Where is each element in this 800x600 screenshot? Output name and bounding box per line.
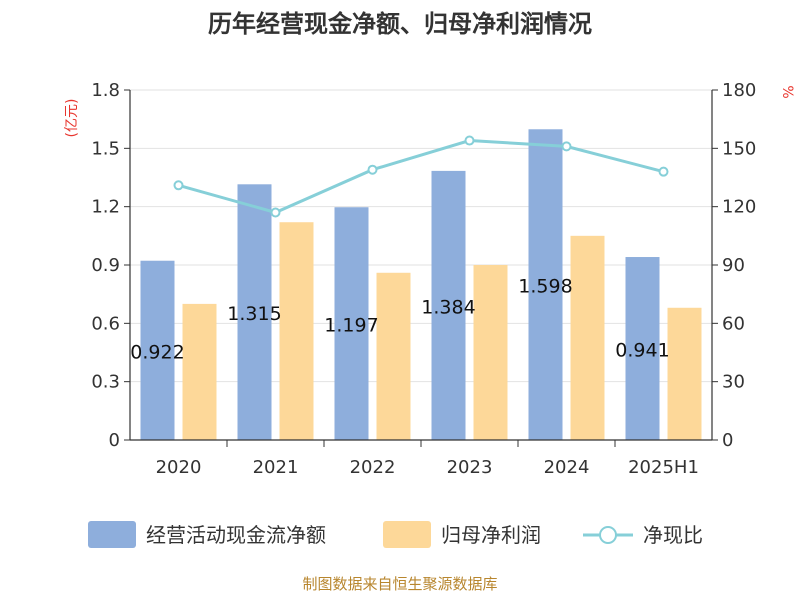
left-tick-label: 1.5 [91,138,120,159]
bars [140,129,702,440]
bar-label-cash: 0.941 [615,340,669,362]
legend-label-profit: 归母净利润 [441,523,541,547]
bar-profit [376,272,411,440]
legend-swatch-profit [383,521,431,548]
bar-label-cash: 1.197 [324,315,378,337]
right-axis-ticks: 0 30 60 90 120 150 180 [712,80,756,451]
bar-profit [279,222,314,440]
ratio-point [270,207,281,218]
right-tick-label: 0 [722,430,733,451]
x-tick-label: 2023 [447,457,493,478]
bar-cash [334,207,369,440]
bar-cash [625,257,660,440]
left-tick-label: 0 [109,430,120,451]
legend-label-cash: 经营活动现金流净额 [146,523,326,547]
left-tick-label: 0.6 [91,313,120,334]
legend: 经营活动现金流净额 归母净利润 净现比 [88,521,703,548]
ratio-line [173,135,669,218]
legend-marker-ratio [599,526,617,544]
bar-label-cash: 0.922 [130,341,184,363]
bar-profit [182,303,217,440]
right-tick-label: 150 [722,138,756,159]
bar-profit [667,307,702,440]
right-tick-label: 60 [722,313,745,334]
right-tick-label: 180 [722,80,756,101]
bar-label-cash: 1.315 [227,303,281,325]
x-tick-label: 2021 [253,457,299,478]
right-tick-label: 120 [722,197,756,218]
bar-labels: 0.922 1.315 1.197 1.384 1.598 0.941 [130,276,669,364]
ratio-point [464,135,475,146]
right-axis-unit: % [779,85,795,98]
x-tick-label: 2022 [350,457,396,478]
left-axis-unit: (亿元) [64,99,80,138]
chart-title: 历年经营现金净额、归母净利润情况 [208,10,592,38]
bar-label-cash: 1.598 [518,276,572,298]
x-tick-label: 2024 [544,457,590,478]
x-axis-ticks: 2020 2021 2022 2023 2024 2025H1 [156,440,699,478]
left-tick-label: 1.2 [91,197,120,218]
bar-cash [140,260,175,440]
bar-cash [431,170,466,440]
left-tick-label: 0.9 [91,255,120,276]
bar-profit [570,235,605,440]
legend-swatch-cash [88,521,136,548]
x-tick-label: 2020 [156,457,202,478]
right-tick-label: 90 [722,255,745,276]
ratio-point [561,141,572,152]
ratio-line-path [178,139,664,215]
ratio-point [173,180,184,191]
left-axis-ticks: 0 0.3 0.6 0.9 1.2 1.5 1.8 [91,80,130,451]
x-tick-label: 2025H1 [628,457,699,478]
right-tick-label: 30 [722,372,745,393]
ratio-point [367,164,378,175]
grid-lines [130,89,712,383]
bar-label-cash: 1.384 [421,296,475,318]
bar-cash [528,129,563,440]
bar-profit [473,265,508,440]
source-note: 制图数据来自恒生聚源数据库 [302,575,497,593]
bar-cash [237,184,272,440]
legend-label-ratio: 净现比 [643,523,703,547]
ratio-point [658,166,669,177]
left-tick-label: 0.3 [91,372,120,393]
left-tick-label: 1.8 [91,80,120,101]
